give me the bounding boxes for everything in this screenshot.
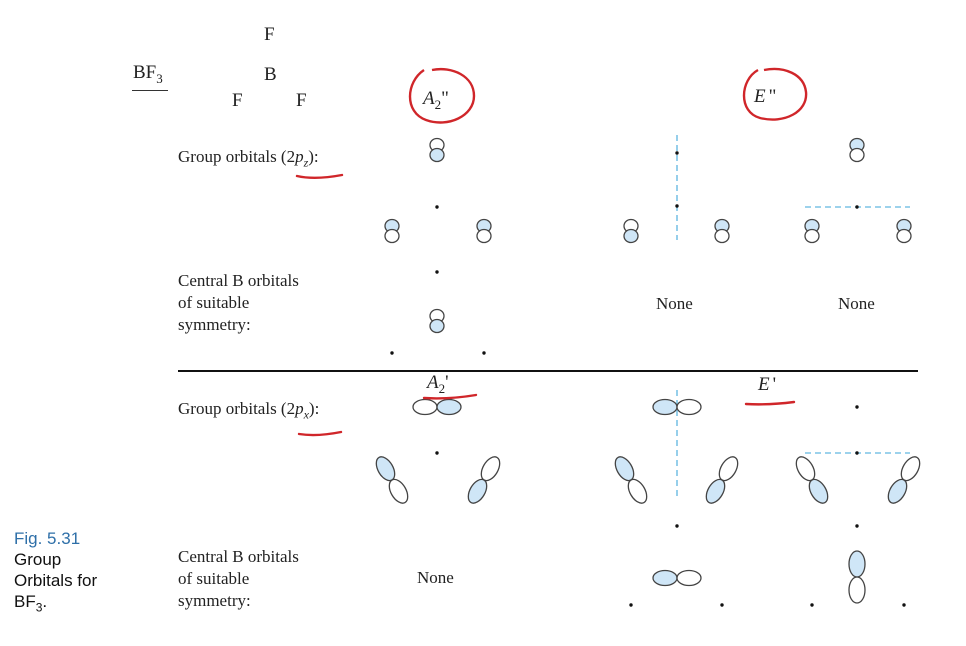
atom-b-center: B (264, 64, 277, 85)
central-b-left-dot (390, 351, 394, 355)
red-underline-2px (297, 430, 343, 437)
ed2-px-center-dot (855, 451, 859, 455)
central-b-py-lower-lobe (848, 576, 866, 604)
a2dd-pz-center-dot (435, 205, 439, 209)
red-underline-e-prime (744, 400, 796, 406)
ed2-px-top-dot (855, 405, 859, 409)
caption-fig-label: Fig. 5.31 (14, 529, 81, 548)
central-b-e1-right-dot (720, 603, 724, 607)
ed1-px-left-lobe-b (627, 478, 648, 504)
a2d-px-top-left-lobe (412, 398, 438, 416)
label-group-orbitals-2pz: Group orbitals (2pz): (178, 147, 319, 170)
edd2-pz-right-lower-lobe (896, 228, 912, 244)
edd1-pz-left-lower-lobe (623, 228, 639, 244)
formula-bf3: BF3 (133, 62, 163, 86)
orbital-lobes (375, 137, 921, 604)
central-b-e2-right-dot (902, 603, 906, 607)
label-central-b-orbitals-2: Central B orbitals of suitable symmetry: (178, 547, 299, 610)
none-e-double-prime-1: None (656, 294, 693, 313)
edd1-pz-center-dot (675, 204, 679, 208)
symmetry-e-double-prime: E " (754, 86, 777, 107)
a2dd-pz-left-lower-lobe (384, 228, 400, 244)
edd2-pz-center-dot (855, 205, 859, 209)
ed1-px-right-lobe-b (705, 478, 726, 504)
label-central-b-orbitals-1: Central B orbitals of suitable symmetry: (178, 271, 299, 334)
formula-underline (132, 90, 168, 91)
central-b-pz-lower-lobe (429, 318, 445, 334)
central-b-px-left-lobe (652, 569, 678, 587)
none-a2-prime: None (417, 568, 454, 587)
caption-line-2: Orbitals for (14, 571, 98, 590)
caption-line-1: Group (14, 550, 62, 569)
central-b-top-dot (435, 270, 439, 274)
ed2-px-right-lobe-b (887, 478, 908, 504)
edd1-pz-top-dot (675, 151, 679, 155)
edd1-pz-right-lower-lobe (714, 228, 730, 244)
ed1-px-top-right-lobe (676, 398, 702, 416)
central-b-px-right-lobe (676, 569, 702, 587)
atom-f-top: F (264, 24, 275, 45)
label-group-orbitals-2px: Group orbitals (2px): (178, 399, 320, 422)
edd2-pz-left-lower-lobe (804, 228, 820, 244)
central-b-e1-left-dot (629, 603, 633, 607)
atom-f-right: F (296, 90, 307, 111)
a2d-px-center-dot (435, 451, 439, 455)
symmetry-element-lines (676, 135, 910, 497)
red-circle-a2-double-prime (408, 67, 476, 124)
central-b-e1-top-dot (675, 524, 679, 528)
ed1-px-top-left-lobe (652, 398, 678, 416)
red-annotations (295, 67, 808, 437)
atom-f-left: F (232, 90, 243, 111)
red-circle-e-double-prime (742, 67, 808, 121)
central-b-right-dot (482, 351, 486, 355)
figure-caption: Fig. 5.31 Group Orbitals for BF3. (14, 528, 97, 618)
symmetry-e-prime: E ' (758, 374, 777, 395)
a2d-px-right-lobe-b (467, 478, 488, 504)
a2d-px-top-right-lobe (436, 398, 462, 416)
a2dd-pz-right-lower-lobe (476, 228, 492, 244)
central-b-e2-top-dot (855, 524, 859, 528)
a2dd-pz-top-lower-lobe (429, 147, 445, 163)
central-b-e2-left-dot (810, 603, 814, 607)
symmetry-a2-prime: A2' (427, 372, 449, 396)
central-b-py-upper-lobe (848, 550, 866, 578)
none-e-double-prime-2: None (838, 294, 875, 313)
edd2-pz-top-lower-lobe (849, 147, 865, 163)
atom-dots (390, 151, 906, 607)
caption-line-3: BF3. (14, 592, 48, 615)
red-underline-a2-prime (422, 393, 478, 400)
red-underline-2pz (295, 173, 344, 179)
a2d-px-left-lobe-b (388, 478, 409, 504)
symmetry-a2-double-prime: A2" (423, 88, 449, 112)
ed2-px-left-lobe-b (808, 478, 829, 504)
